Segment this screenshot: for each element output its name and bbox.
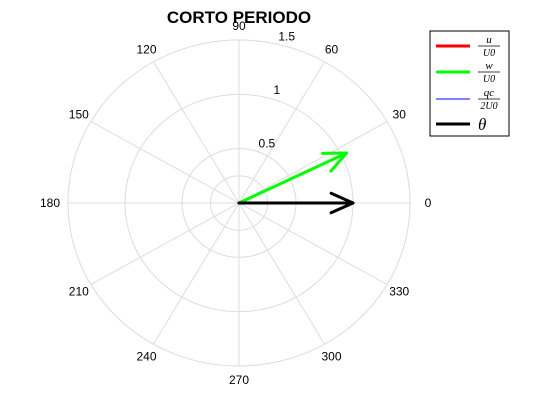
legend-numerator: w [485, 60, 493, 72]
angle-tick-label: 30 [393, 108, 407, 122]
compass-arrows [237, 151, 355, 215]
angle-tick-label: 90 [232, 19, 246, 33]
legend-label: θ [478, 115, 486, 134]
chart-title: CORTO PERIODO [167, 8, 311, 27]
angle-tick-label: 0 [425, 196, 432, 210]
angle-tick-label: 180 [40, 196, 60, 210]
legend-numerator: qc [484, 87, 495, 99]
legend-denominator: 2U0 [480, 101, 497, 112]
legend-item-u: u U0 [436, 34, 500, 59]
angle-tick-label: 270 [229, 373, 249, 387]
angle-tick-label: 60 [325, 43, 339, 57]
legend-denominator: U0 [483, 74, 495, 85]
legend-numerator: u [486, 34, 492, 46]
radial-tick-label: 1.5 [278, 29, 295, 43]
arrow-shaft [237, 151, 349, 205]
angle-tick-label: 330 [389, 285, 409, 299]
legend-item-w: w U0 [436, 60, 500, 85]
legend-item-theta: θ [436, 115, 486, 134]
legend-box [429, 30, 510, 137]
angle-tick-label: 150 [69, 108, 89, 122]
angle-tick-label: 300 [321, 349, 341, 363]
radial-tick-label: 1 [273, 83, 280, 97]
compass-arrow-w [237, 151, 349, 205]
arrow-head [321, 151, 349, 173]
angle-tick-label: 240 [136, 349, 156, 363]
legend-item-qc: qc 2U0 [436, 87, 500, 112]
angle-tick-label: 210 [69, 285, 89, 299]
angle-tick-label: 120 [136, 43, 156, 57]
legend-denominator: U0 [483, 48, 495, 59]
radial-tick-label: 0.5 [259, 136, 276, 150]
arrow-head [329, 191, 355, 215]
compass-arrow-theta [237, 191, 355, 215]
